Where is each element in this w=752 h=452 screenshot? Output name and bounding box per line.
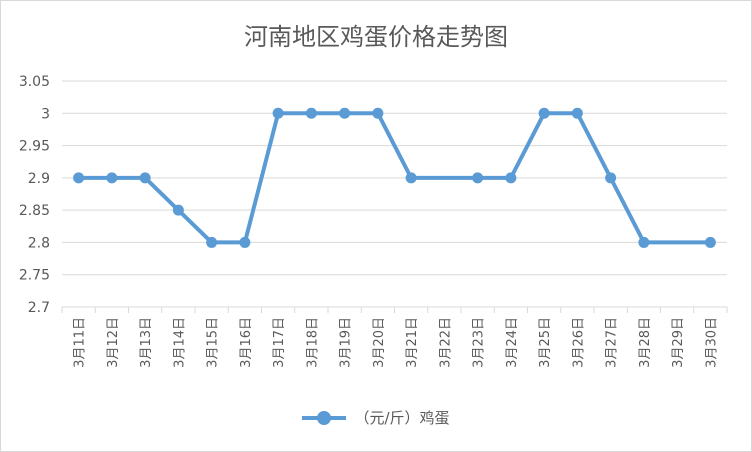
data-point bbox=[239, 236, 251, 248]
y-tick-label: 2.7 bbox=[28, 300, 50, 316]
x-tick-label: 3月25日 bbox=[538, 317, 553, 368]
data-point bbox=[272, 107, 284, 119]
y-tick-label: 2.8 bbox=[28, 235, 50, 251]
x-tick-label: 3月21日 bbox=[405, 317, 420, 368]
y-tick-label: 2.85 bbox=[19, 203, 50, 219]
chart-title: 河南地区鸡蛋价格走势图 bbox=[244, 23, 508, 51]
data-point bbox=[605, 172, 617, 184]
x-tick-label: 3月29日 bbox=[671, 317, 686, 368]
y-tick-label: 2.75 bbox=[19, 268, 50, 284]
data-point bbox=[538, 107, 550, 119]
legend-label: （元/斤）鸡蛋 bbox=[354, 409, 450, 427]
data-point bbox=[106, 172, 118, 184]
chart-plot: 2.7 2.75 2.8 2.85 2.9 2.95 3 3.05 3月11日 3月12日 3月13… bbox=[19, 74, 728, 368]
series-line bbox=[76, 111, 713, 245]
x-tick-label: 3月13日 bbox=[139, 317, 154, 368]
data-point bbox=[405, 172, 417, 184]
x-tick-label: 3月22日 bbox=[438, 317, 453, 368]
data-point bbox=[206, 236, 218, 248]
x-tick-label: 3月24日 bbox=[505, 317, 520, 368]
y-tick-label: 2.9 bbox=[28, 171, 50, 187]
x-tick-label: 3月23日 bbox=[472, 317, 487, 368]
x-tick-label: 3月19日 bbox=[339, 317, 354, 368]
data-point bbox=[172, 204, 184, 216]
x-tick-label: 3月28日 bbox=[638, 317, 653, 368]
legend: （元/斤）鸡蛋 bbox=[1, 407, 751, 428]
x-tick-label: 3月11日 bbox=[73, 317, 88, 368]
x-tick-label: 3月17日 bbox=[272, 317, 287, 368]
data-point bbox=[472, 172, 484, 184]
data-point bbox=[571, 107, 583, 119]
x-tick-label: 3月30日 bbox=[704, 317, 719, 368]
x-tick-label: 3月26日 bbox=[571, 317, 586, 368]
x-tick-label: 3月16日 bbox=[239, 317, 254, 368]
data-point bbox=[305, 107, 317, 119]
data-point bbox=[73, 172, 85, 184]
x-tick-label: 3月20日 bbox=[372, 317, 387, 368]
data-point bbox=[704, 236, 716, 248]
x-tick-label: 3月14日 bbox=[172, 317, 187, 368]
y-tick-label: 3.05 bbox=[19, 74, 50, 90]
x-tick-label: 3月15日 bbox=[206, 317, 221, 368]
x-tick-label: 3月18日 bbox=[305, 317, 320, 368]
y-tick-label: 2.95 bbox=[19, 139, 50, 155]
x-tick-label: 3月12日 bbox=[106, 317, 121, 368]
data-point bbox=[339, 107, 351, 119]
data-point bbox=[638, 236, 650, 248]
legend-line-marker bbox=[302, 410, 347, 425]
data-point bbox=[372, 107, 384, 119]
data-point bbox=[139, 172, 151, 184]
data-point bbox=[505, 172, 517, 184]
x-tick-label: 3月27日 bbox=[605, 317, 620, 368]
y-tick-label: 3 bbox=[41, 106, 50, 122]
